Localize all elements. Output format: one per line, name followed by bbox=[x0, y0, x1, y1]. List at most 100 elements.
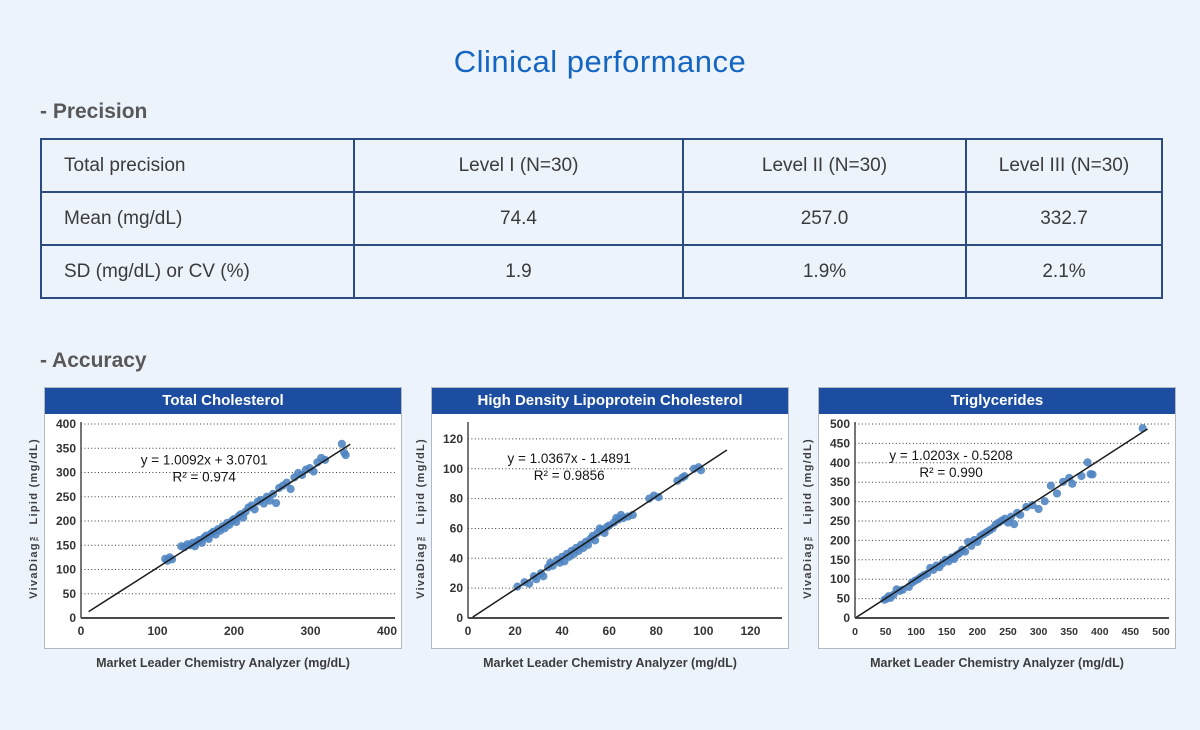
data-point bbox=[1088, 470, 1097, 479]
y-tick-label: 200 bbox=[830, 533, 850, 547]
table-cell: 1.9 bbox=[353, 244, 684, 299]
trendline bbox=[88, 443, 351, 613]
equation-label: y = 1.0367x - 1.4891 bbox=[507, 451, 630, 466]
table-cell: Level I (N=30) bbox=[353, 138, 684, 193]
y-tick-label: 40 bbox=[450, 551, 464, 565]
data-point bbox=[286, 484, 295, 494]
x-axis-label: Market Leader Chemistry Analyzer (mg/dL) bbox=[483, 656, 737, 670]
scatter-plot-total-cholesterol: 0 50 100 150 200 250 300 350 400 0 100 200 300 400 y =… bbox=[56, 417, 397, 638]
x-tick-label: 300 bbox=[1030, 626, 1048, 638]
data-point bbox=[1040, 497, 1049, 506]
data-point bbox=[898, 585, 907, 594]
x-tick-label: 100 bbox=[147, 624, 167, 638]
y-tick-label: 0 bbox=[843, 611, 850, 625]
precision-heading: - Precision bbox=[40, 100, 148, 123]
scatter-plot-hdl-cholesterol: 0 20 40 60 80 100 120 0 20 40 60 80 100 120 y = 1.0367… bbox=[443, 422, 782, 638]
table-row-header: Total precision Level I (N=30) Level II … bbox=[40, 138, 1163, 193]
y-axis-label-wrap: VivaDiag™ Lipid (mg/dL) bbox=[411, 387, 431, 649]
x-tick-label: 80 bbox=[650, 624, 664, 638]
y-tick-label: 250 bbox=[56, 490, 76, 504]
r2-label: R² = 0.990 bbox=[919, 465, 982, 480]
x-tick-label: 100 bbox=[907, 626, 925, 638]
x-tick-label: 500 bbox=[1152, 626, 1170, 638]
data-point bbox=[341, 450, 350, 460]
y-tick-label: 100 bbox=[56, 563, 76, 577]
y-tick-label: 300 bbox=[830, 495, 850, 509]
data-point bbox=[1034, 504, 1043, 514]
y-tick-label: 0 bbox=[456, 611, 463, 625]
x-tick-label: 50 bbox=[880, 626, 892, 638]
x-tick-label: 100 bbox=[693, 624, 713, 638]
table-cell: 1.9% bbox=[682, 244, 967, 299]
chart-panel: High Density Lipoprotein Cholesterol 0 20… bbox=[431, 387, 789, 649]
y-axis-label: VivaDiag™ Lipid (mg/dL) bbox=[802, 437, 814, 599]
y-tick-label: 350 bbox=[56, 441, 76, 455]
y-tick-label: 350 bbox=[830, 475, 850, 489]
y-axis-label: VivaDiag™ Lipid (mg/dL) bbox=[28, 437, 40, 599]
r2-label: R² = 0.974 bbox=[172, 469, 236, 484]
data-point bbox=[1046, 481, 1055, 490]
table-cell: Level II (N=30) bbox=[682, 138, 967, 193]
table-cell: SD (mg/dL) or CV (%) bbox=[40, 244, 355, 299]
trendline bbox=[855, 428, 1148, 619]
y-tick-label: 120 bbox=[443, 432, 463, 446]
y-tick-label: 250 bbox=[830, 514, 850, 528]
data-point bbox=[539, 572, 548, 581]
x-tick-label: 400 bbox=[377, 624, 397, 638]
y-tick-label: 400 bbox=[56, 417, 76, 431]
chart-block-total-cholesterol: VivaDiag™ Lipid (mg/dL) Total Cholestero… bbox=[24, 387, 402, 670]
y-tick-label: 80 bbox=[450, 492, 464, 506]
data-point bbox=[961, 547, 970, 556]
equation-label: y = 1.0203x - 0.5208 bbox=[889, 448, 1012, 463]
r2-label: R² = 0.9856 bbox=[534, 468, 605, 483]
x-tick-label: 350 bbox=[1060, 626, 1078, 638]
chart-block-triglycerides: VivaDiag™ Lipid (mg/dL) Triglycerides 0 5… bbox=[798, 387, 1176, 670]
y-tick-label: 200 bbox=[56, 514, 76, 528]
y-tick-label: 500 bbox=[830, 417, 850, 431]
x-axis-label: Market Leader Chemistry Analyzer (mg/dL) bbox=[870, 656, 1124, 670]
data-point bbox=[1068, 479, 1077, 488]
x-tick-label: 300 bbox=[300, 624, 320, 638]
x-tick-label: 40 bbox=[555, 624, 569, 638]
x-tick-label: 400 bbox=[1091, 626, 1109, 638]
x-tick-label: 120 bbox=[740, 624, 760, 638]
trendline bbox=[472, 449, 728, 618]
y-tick-label: 0 bbox=[69, 611, 76, 625]
data-point bbox=[282, 478, 291, 487]
chart-panel: Triglycerides 0 50 100 150 200 250 300 350 400 45… bbox=[818, 387, 1176, 649]
table-cell: Level III (N=30) bbox=[965, 138, 1163, 193]
data-point bbox=[271, 498, 281, 508]
equation-label: y = 1.0092x + 3.0701 bbox=[141, 452, 268, 467]
table-cell: 2.1% bbox=[965, 244, 1163, 299]
data-point bbox=[654, 493, 663, 502]
x-tick-label: 0 bbox=[465, 624, 472, 638]
data-point bbox=[1052, 489, 1062, 498]
y-tick-label: 150 bbox=[56, 538, 76, 552]
x-tick-label: 450 bbox=[1122, 626, 1140, 638]
charts-row: VivaDiag™ Lipid (mg/dL) Total Cholestero… bbox=[0, 387, 1200, 670]
y-tick-label: 50 bbox=[63, 587, 77, 601]
chart-block-hdl-cholesterol: VivaDiag™ Lipid (mg/dL) High Density Lip… bbox=[411, 387, 789, 670]
scatter-plot-triglycerides: 0 50 100 150 200 250 300 350 400 450 500 0 50 100 150 2… bbox=[830, 417, 1170, 638]
chart-panel: Total Cholesterol 0 50 100 150 200 250 300 350 4… bbox=[44, 387, 402, 649]
y-axis-label-wrap: VivaDiag™ Lipid (mg/dL) bbox=[24, 387, 44, 649]
y-tick-label: 100 bbox=[443, 462, 463, 476]
accuracy-heading: - Accuracy bbox=[40, 349, 147, 372]
chart-title-banner: Total Cholesterol bbox=[45, 388, 401, 414]
table-cell: 332.7 bbox=[965, 191, 1163, 246]
x-tick-label: 0 bbox=[78, 624, 85, 638]
x-tick-label: 0 bbox=[852, 626, 858, 638]
y-tick-label: 100 bbox=[830, 572, 850, 586]
y-tick-label: 150 bbox=[830, 553, 850, 567]
table-cell: 74.4 bbox=[353, 191, 684, 246]
x-tick-label: 60 bbox=[603, 624, 617, 638]
table-row-sd-cv: SD (mg/dL) or CV (%) 1.9 1.9% 2.1% bbox=[40, 244, 1163, 299]
table-cell: Mean (mg/dL) bbox=[40, 191, 355, 246]
x-tick-label: 200 bbox=[969, 626, 987, 638]
data-point bbox=[680, 472, 689, 481]
chart-title-banner: Triglycerides bbox=[819, 388, 1175, 414]
data-point bbox=[337, 439, 346, 448]
table-cell: Total precision bbox=[40, 138, 355, 193]
y-tick-label: 400 bbox=[830, 456, 850, 470]
x-tick-label: 150 bbox=[938, 626, 956, 638]
